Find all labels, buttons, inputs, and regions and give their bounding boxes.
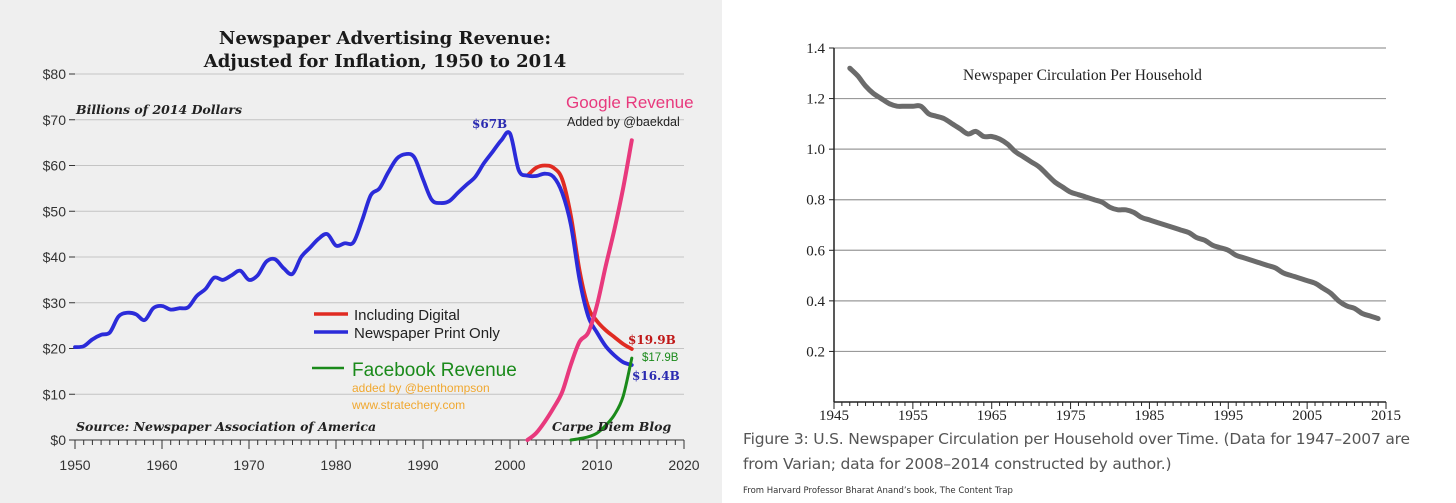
y-tick-label: 0.8 xyxy=(806,193,825,209)
x-tick-label: 1960 xyxy=(146,457,177,473)
x-tick-label: 2005 xyxy=(1292,408,1322,424)
y-tick-label: $20 xyxy=(43,341,67,357)
facebook-revenue-series xyxy=(569,356,634,442)
circulation-chart-title: Newspaper Circulation Per Household xyxy=(963,67,1202,84)
figure-source-note: From Harvard Professor Bharat Anand’s bo… xyxy=(743,486,1013,496)
legend: Including Digital Newspaper Print Only xyxy=(314,307,500,342)
figure-caption-line2: from Varian; data for 2008–2014 construc… xyxy=(743,455,1172,473)
right-chart-panel: 0.2 0.4 0.6 0.8 1.0 1.2 1.4 1945 1955 1965 1975 198… xyxy=(727,0,1456,503)
google-label: Google Revenue xyxy=(566,93,694,112)
google-added-label: Added by @baekdal xyxy=(567,115,680,129)
legend-print-label: Newspaper Print Only xyxy=(354,325,500,342)
y-tick-label: 0.2 xyxy=(806,344,825,360)
y-tick-label: 0.4 xyxy=(806,294,825,310)
x-tick-label: 2015 xyxy=(1371,408,1401,424)
circulation-chart: 0.2 0.4 0.6 0.8 1.0 1.2 1.4 1945 1955 1965 1975 198… xyxy=(806,41,1401,424)
y-tick-label: 1.0 xyxy=(806,142,825,158)
google-revenue-series xyxy=(525,138,634,442)
facebook-url-label: www.stratechery.com xyxy=(351,398,465,412)
y-tick-label: 1.2 xyxy=(806,92,825,108)
y-tick-label: $0 xyxy=(50,432,66,448)
y-tick-label: 1.4 xyxy=(806,41,825,57)
peak-label: $67B xyxy=(472,117,507,131)
y-tick-label: $30 xyxy=(43,295,67,311)
x-tick-label: 1965 xyxy=(977,408,1007,424)
chart-title-line1: Newspaper Advertising Revenue: xyxy=(219,28,551,49)
circulation-series xyxy=(847,65,1381,322)
digital-end-label: $19.9B xyxy=(628,333,676,347)
x-tick-label: 1955 xyxy=(898,408,928,424)
chart-title-line2: Adjusted for Inflation, 1950 to 2014 xyxy=(203,51,567,72)
x-tick-label: 2010 xyxy=(581,457,612,473)
legend-digital-label: Including Digital xyxy=(354,307,460,324)
x-tick-label: 1975 xyxy=(1056,408,1086,424)
facebook-added-label: added by @benthompson xyxy=(352,381,490,395)
panel-divider xyxy=(722,0,727,503)
x-tick-label: 1980 xyxy=(320,457,351,473)
left-chart-panel: Newspaper Advertising Revenue: Adjusted … xyxy=(0,0,722,503)
x-tick-label: 1995 xyxy=(1213,408,1243,424)
units-note: Billions of 2014 Dollars xyxy=(75,102,242,117)
figure-caption-line1: Figure 3: U.S. Newspaper Circulation per… xyxy=(743,430,1410,448)
facebook-label: Facebook Revenue xyxy=(352,360,517,381)
facebook-end-label: $17.9B xyxy=(642,352,679,364)
credit-note: Carpe Diem Blog xyxy=(552,419,671,434)
x-tick-label: 1950 xyxy=(59,457,90,473)
y-tick-label: $80 xyxy=(43,66,67,82)
x-tick-label: 1985 xyxy=(1134,408,1164,424)
x-tick-label: 2000 xyxy=(494,457,525,473)
print-only-series xyxy=(73,130,634,367)
x-tick-label: 2020 xyxy=(668,457,699,473)
advertising-revenue-chart: Newspaper Advertising Revenue: Adjusted … xyxy=(43,28,700,473)
y-tick-label: $40 xyxy=(43,249,67,265)
y-tick-label: $60 xyxy=(43,158,67,174)
print-end-label: $16.4B xyxy=(632,369,680,383)
x-tick-label: 1990 xyxy=(407,457,438,473)
x-tick-label: 1970 xyxy=(233,457,264,473)
y-tick-label: 0.6 xyxy=(806,243,825,259)
source-note: Source: Newspaper Association of America xyxy=(76,419,376,434)
y-tick-label: $70 xyxy=(43,112,67,128)
x-tick-label: 1945 xyxy=(819,408,849,424)
y-tick-label: $10 xyxy=(43,386,67,402)
y-tick-label: $50 xyxy=(43,203,67,219)
